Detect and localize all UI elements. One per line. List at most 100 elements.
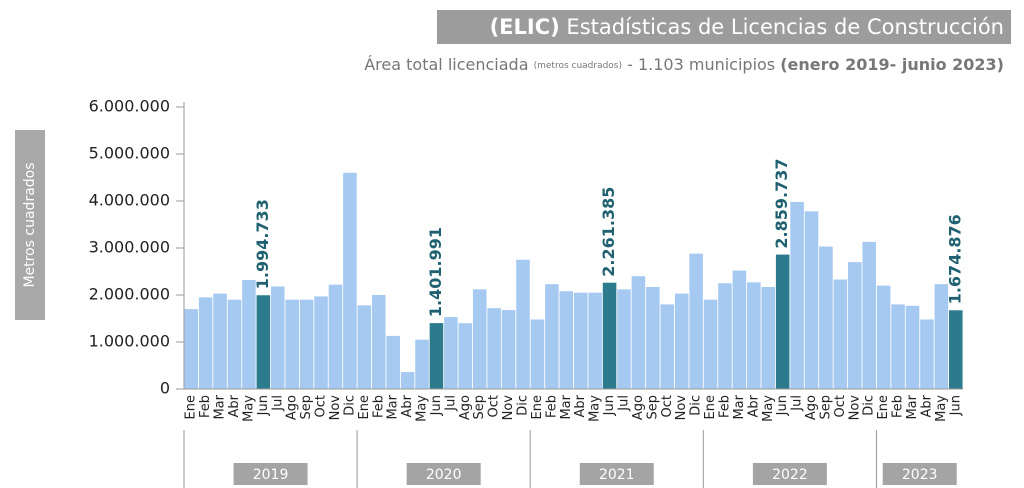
x-tick-label: Dic (689, 395, 704, 416)
x-tick-label: Abr (400, 394, 415, 417)
bar (270, 286, 285, 389)
year-label: 2023 (902, 467, 938, 483)
ylabel-box (15, 130, 45, 320)
bar (602, 282, 617, 389)
y-tick-label: 4.000.000 (89, 191, 170, 210)
x-tick-label: Nov (847, 395, 862, 421)
y-tick-label: 1.000.000 (89, 332, 170, 351)
subtitle-main: Área total licenciada (364, 55, 528, 74)
subtitle-small: (metros cuadrados) (534, 61, 622, 71)
bar (732, 270, 747, 389)
x-tick-label: Sep (299, 395, 314, 420)
y-tick-label: 5.000.000 (89, 144, 170, 163)
x-tick-label: Ago (458, 395, 473, 420)
x-tick-label: Dic (862, 395, 877, 416)
bar (761, 287, 776, 389)
x-tick-label: Ene (184, 395, 199, 419)
bar (804, 211, 819, 389)
subtitle-mid: - 1.103 municipios (627, 55, 775, 74)
x-tick-label: Ago (631, 395, 646, 420)
x-tick-label: Abr (919, 394, 934, 417)
x-tick-label: Ene (357, 395, 372, 419)
y-tick-label: 3.000.000 (89, 238, 170, 257)
year-label: 2021 (599, 467, 635, 483)
bar (920, 319, 934, 389)
subtitle: Área total licenciada (metros cuadrados)… (364, 55, 1004, 74)
x-tick-label: Jun (256, 395, 271, 416)
value-label: 2.859.737 (772, 158, 791, 248)
year-label: 2019 (253, 467, 289, 483)
year-label: 2022 (772, 467, 808, 483)
x-tick-label: Oct (314, 395, 329, 417)
bar (905, 305, 920, 389)
title-box (437, 10, 1011, 44)
bar (256, 295, 271, 389)
value-label: 2.261.385 (599, 187, 618, 277)
chart-title-wrap: (ELIC) Estadísticas de Licencias de Cons… (490, 15, 1004, 39)
x-tick-label: Jul (270, 395, 285, 412)
x-tick-label: Jun (602, 395, 617, 416)
bar (371, 295, 386, 389)
bar (501, 310, 516, 389)
bar (516, 259, 530, 389)
bar (631, 276, 646, 389)
bar (429, 323, 444, 389)
y-tick-label: 2.000.000 (89, 285, 170, 304)
year-box (233, 463, 308, 485)
bar (299, 299, 314, 389)
year-box (406, 463, 481, 485)
y-tick-label: 0 (160, 379, 170, 398)
bar (891, 304, 905, 389)
x-tick-label: Dic (516, 395, 531, 416)
x-tick-label: Ene (876, 395, 891, 419)
x-tick-label: Sep (472, 395, 487, 420)
x-tick-label: Ago (285, 395, 300, 420)
bar (689, 253, 703, 389)
x-tick-label: Nov (674, 395, 689, 421)
x-tick-label: Ene (703, 395, 718, 419)
x-tick-label: Oct (660, 395, 675, 417)
bar (472, 289, 487, 389)
year-box (752, 463, 827, 485)
x-tick-label: Feb (371, 395, 386, 418)
bar (357, 305, 372, 389)
x-tick-label: Sep (818, 395, 833, 420)
x-tick-label: Feb (198, 395, 213, 418)
bar (848, 262, 862, 389)
x-tick-label: May (588, 395, 603, 422)
x-tick-label: Jun (775, 395, 790, 416)
x-tick-label: Mar (732, 394, 747, 419)
bar (227, 299, 242, 389)
bar (646, 287, 660, 389)
bar (415, 339, 429, 389)
x-tick-label: Oct (833, 395, 848, 417)
bar (876, 285, 891, 389)
x-tick-label: May (415, 395, 430, 422)
bar (775, 254, 790, 389)
y-tick-label: 6.000.000 (89, 97, 170, 116)
bar (617, 289, 631, 389)
x-tick-label: Abr (227, 394, 242, 417)
bar (400, 372, 415, 389)
x-tick-label: Sep (645, 395, 660, 420)
bar (458, 323, 473, 389)
x-tick-label: Abr (573, 394, 588, 417)
bar (285, 299, 299, 389)
x-tick-label: Feb (717, 395, 732, 418)
bar (790, 201, 804, 389)
year-box (579, 463, 654, 485)
bar (314, 296, 328, 389)
x-tick-label: Ene (530, 395, 545, 419)
bar (819, 246, 833, 389)
x-tick-label: Feb (891, 395, 906, 418)
bar (545, 284, 559, 389)
bar (660, 304, 675, 389)
x-tick-label: Oct (487, 395, 502, 417)
bar (386, 335, 400, 389)
x-tick-label: May (241, 395, 256, 422)
x-tick-label: Nov (328, 395, 343, 421)
bar (242, 279, 256, 389)
x-tick-label: Mar (213, 394, 228, 419)
x-tick-label: Dic (342, 395, 357, 416)
